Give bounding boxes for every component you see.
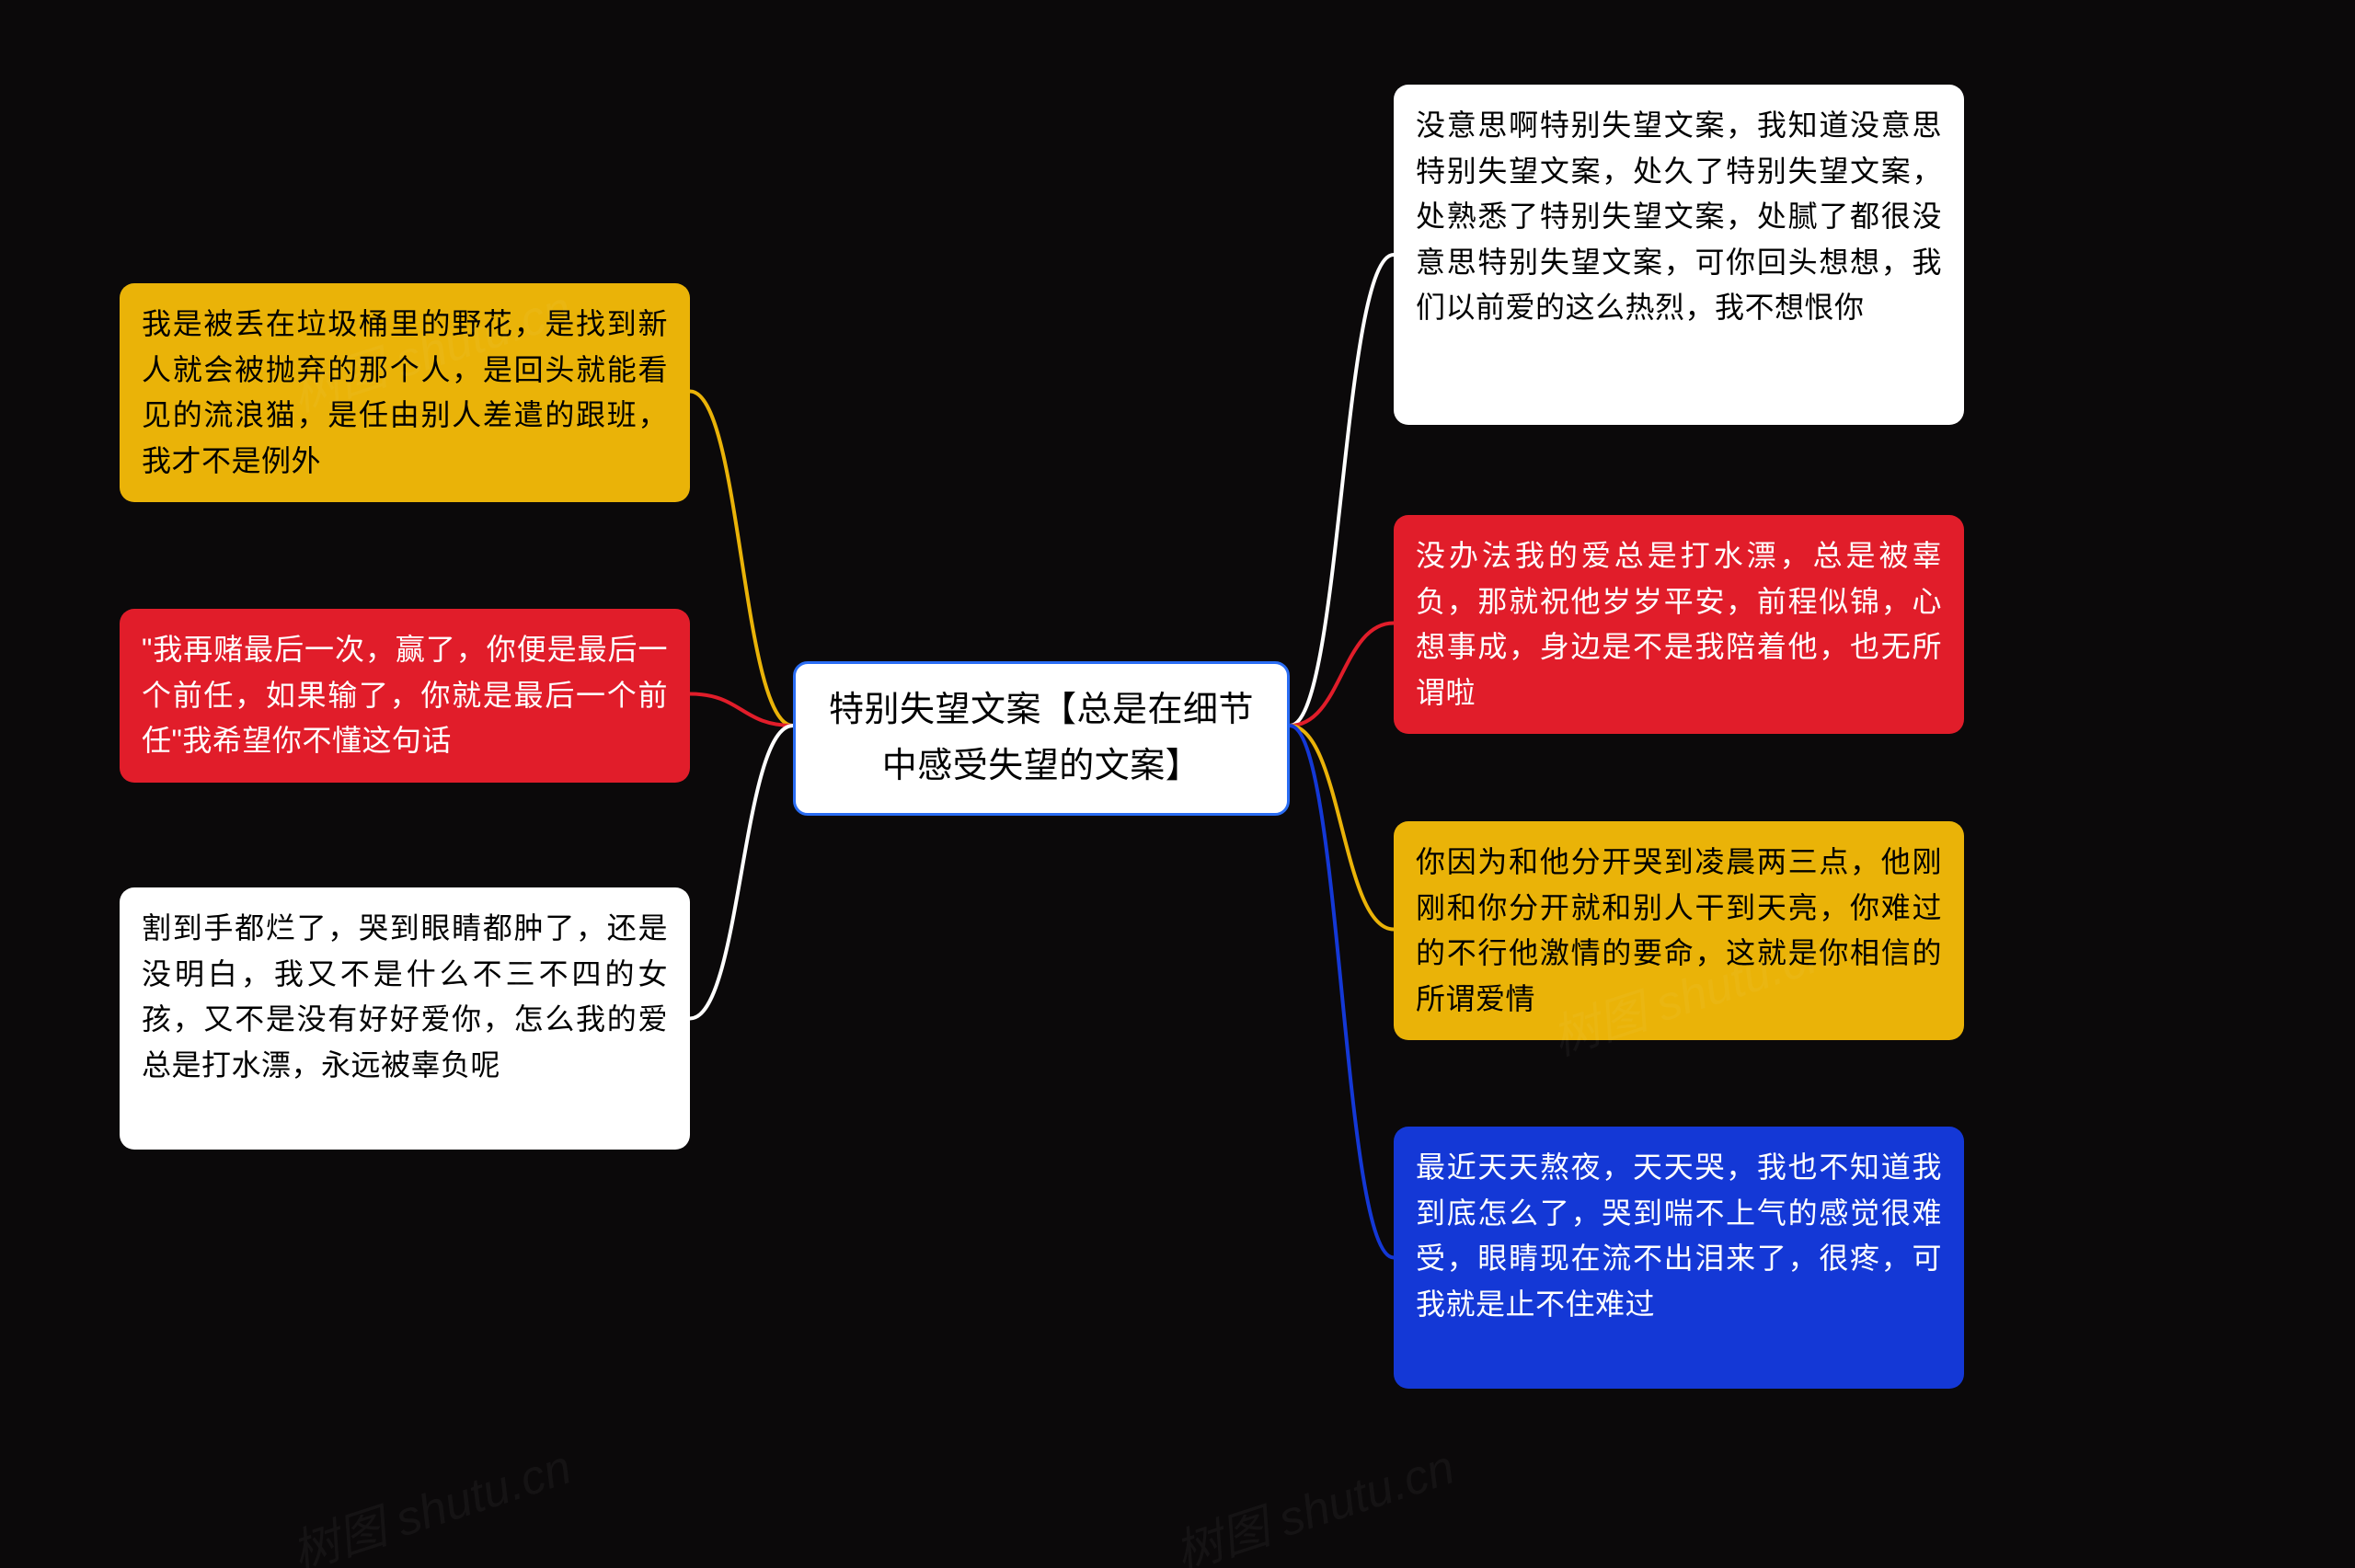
branch-r1[interactable]: 没意思啊特别失望文案，我知道没意思特别失望文案，处久了特别失望文案，处熟悉了特别… (1394, 85, 1964, 425)
branch-l1[interactable]: 我是被丢在垃圾桶里的野花，是找到新人就会被抛弃的那个人，是回头就能看见的流浪猫，… (120, 283, 690, 502)
center-node[interactable]: 特别失望文案【总是在细节中感受失望的文案】 (793, 661, 1290, 816)
branch-r2[interactable]: 没办法我的爱总是打水漂，总是被辜负，那就祝他岁岁平安，前程似锦，心想事成，身边是… (1394, 515, 1964, 734)
branch-r4[interactable]: 最近天天熬夜，天天哭，我也不知道我到底怎么了，哭到喘不上气的感觉很难受，眼睛现在… (1394, 1127, 1964, 1389)
branch-r3[interactable]: 你因为和他分开哭到凌晨两三点，他刚刚和你分开就和别人干到天亮，你难过的不行他激情… (1394, 821, 1964, 1040)
branch-l3[interactable]: 割到手都烂了，哭到眼睛都肿了，还是没明白，我又不是什么不三不四的女孩，又不是没有… (120, 887, 690, 1150)
watermark: 树图 shutu.cn (1165, 1428, 1462, 1568)
branch-l2[interactable]: "我再赌最后一次，赢了，你便是最后一个前任，如果输了，你就是最后一个前任"我希望… (120, 609, 690, 783)
watermark: 树图 shutu.cn (281, 1428, 579, 1568)
mindmap-canvas: 特别失望文案【总是在细节中感受失望的文案】 我是被丢在垃圾桶里的野花，是找到新人… (0, 0, 2355, 1568)
